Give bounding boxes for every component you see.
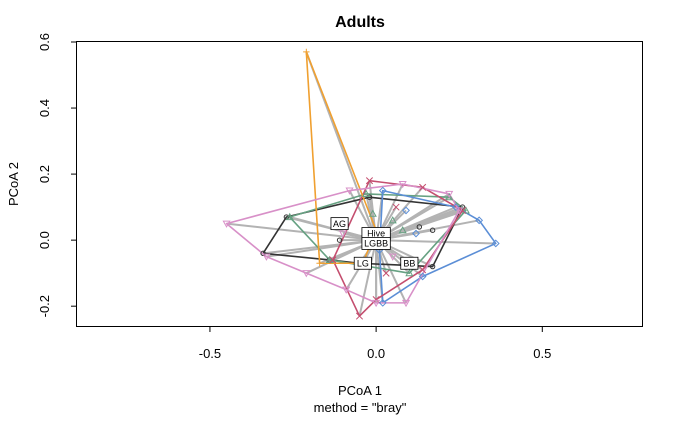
centroid-label-ag: AG xyxy=(333,219,346,229)
point-1-2 xyxy=(445,192,454,201)
hull-group-5 xyxy=(225,183,461,304)
point-2-1 xyxy=(451,203,460,212)
x-tick-label-2: 0.5 xyxy=(533,346,551,361)
hull-hive xyxy=(288,193,467,274)
point-3-8 xyxy=(392,203,400,211)
x-axis: -0.5 0.0 0.5 xyxy=(199,326,551,361)
y-tick-label-2: 0.2 xyxy=(37,165,52,183)
point-2-2 xyxy=(475,216,484,225)
point-2-7 xyxy=(402,206,410,215)
spider-line-5-0 xyxy=(226,222,377,242)
y-tick-label-3: 0.4 xyxy=(37,99,52,117)
point-2-4 xyxy=(418,272,427,281)
centroid-box-lg xyxy=(353,256,372,270)
x-tick-label-1: 0.0 xyxy=(367,346,385,361)
centroid-box-bb xyxy=(400,256,419,270)
point-5-6 xyxy=(372,299,381,308)
point-4-0 xyxy=(303,48,310,56)
point-5-1 xyxy=(345,187,354,195)
point-2-3 xyxy=(491,239,500,248)
point-0-2 xyxy=(366,194,373,200)
chart-title: Adults xyxy=(335,14,385,31)
point-5-9 xyxy=(262,253,271,261)
point-5-8 xyxy=(302,270,311,278)
x-tick-label-0: -0.5 xyxy=(199,346,221,361)
point-2-0 xyxy=(378,186,387,195)
x-axis-label: PCoA 1 xyxy=(338,383,382,398)
point-5-11 xyxy=(338,230,347,238)
point-3-0 xyxy=(365,177,374,185)
y-axis-label: PCoA 2 xyxy=(6,162,21,206)
point-3-7 xyxy=(382,269,390,277)
centroid-box-lgbb xyxy=(361,237,391,250)
y-axis: -0.2 0.0 0.2 0.4 0.6 xyxy=(37,33,77,317)
point-5-5 xyxy=(401,299,411,308)
centroid-label-bb: BB xyxy=(403,258,415,268)
point-5-3 xyxy=(445,190,454,199)
point-0-3 xyxy=(459,204,466,210)
point-1-5 xyxy=(325,255,334,264)
point-0-0 xyxy=(260,250,266,257)
point-1-1 xyxy=(362,189,371,197)
spider-line-2-3 xyxy=(376,239,496,245)
spider-line-3-5 xyxy=(358,239,378,317)
point-0-7 xyxy=(429,227,436,233)
point-5-7 xyxy=(342,286,351,294)
spider-line-5-9 xyxy=(266,239,377,258)
point-1-8 xyxy=(368,209,377,217)
point-0-4 xyxy=(429,263,436,270)
point-0-9 xyxy=(336,237,343,243)
y-tick-label-0: -0.2 xyxy=(37,295,52,317)
hull-lgbb xyxy=(332,179,464,317)
point-3-6 xyxy=(329,256,337,264)
point-0-8 xyxy=(416,224,423,230)
y-tick-label-4: 0.6 xyxy=(37,33,52,51)
point-2-5 xyxy=(378,298,387,307)
y-tick-label-1: 0.0 xyxy=(37,231,52,249)
plot-area: AG Hive BB LGBB LG xyxy=(222,48,500,320)
x-axis-subtitle: method = "bray" xyxy=(314,400,407,415)
centroid-label-lgbb: LGBB xyxy=(364,239,388,249)
point-1-6 xyxy=(388,216,397,224)
centroid-label-hive: Hive xyxy=(367,229,385,239)
centroid-label-lg: LG xyxy=(357,258,369,268)
point-3-5 xyxy=(355,312,364,320)
point-5-0 xyxy=(222,220,231,228)
centroid-box-ag xyxy=(330,217,349,231)
plot-frame xyxy=(76,41,643,327)
point-1-0 xyxy=(285,212,294,221)
point-5-2 xyxy=(398,180,407,189)
point-5-4 xyxy=(455,207,464,215)
point-1-4 xyxy=(405,268,414,277)
point-3-1 xyxy=(419,183,427,191)
point-5-10 xyxy=(388,253,397,261)
point-2-8 xyxy=(412,229,420,238)
spider-line-5-5 xyxy=(375,239,407,304)
point-1-3 xyxy=(461,206,470,214)
point-3-3 xyxy=(419,266,427,274)
point-1-7 xyxy=(398,226,407,234)
point-4-3 xyxy=(316,260,323,267)
